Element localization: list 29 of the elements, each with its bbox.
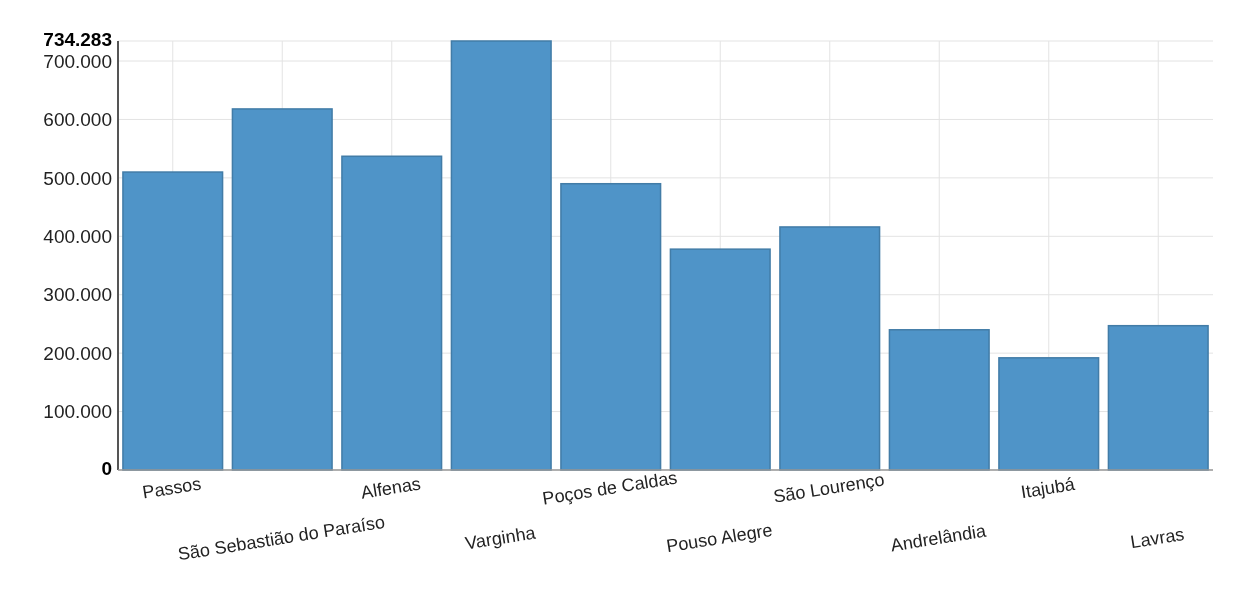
y-tick-label: 734.283 xyxy=(43,29,112,51)
bar xyxy=(669,248,771,471)
bar xyxy=(341,155,443,471)
x-tick-label: Lavras xyxy=(1129,523,1186,553)
y-tick-label: 100.000 xyxy=(43,401,112,423)
bar xyxy=(122,171,224,471)
bar xyxy=(560,182,662,471)
y-tick-label: 500.000 xyxy=(43,167,112,189)
x-tick-label: São Sebastião do Paraíso xyxy=(176,511,387,565)
x-tick-label: Passos xyxy=(141,473,203,503)
y-tick-label: 400.000 xyxy=(43,225,112,247)
bar xyxy=(231,108,333,471)
bar xyxy=(450,40,552,471)
bar xyxy=(998,357,1100,471)
y-tick-label: 200.000 xyxy=(43,342,112,364)
y-tick-label: 700.000 xyxy=(43,50,112,72)
y-tick-label: 300.000 xyxy=(43,284,112,306)
y-tick-label: 600.000 xyxy=(43,109,112,131)
x-tick-label: Varginha xyxy=(463,522,538,554)
x-tick-label: São Lourenço xyxy=(771,469,886,507)
bar xyxy=(1107,324,1209,471)
x-tick-label: Itajubá xyxy=(1019,473,1078,503)
x-tick-label: Poços de Caldas xyxy=(541,467,679,509)
bar xyxy=(779,226,881,471)
x-tick-label: Pouso Alegre xyxy=(664,519,774,557)
bar xyxy=(888,329,990,471)
y-tick-label: 0 xyxy=(101,458,112,480)
x-tick-label: Andrelândia xyxy=(889,520,989,556)
x-tick-label: Alfenas xyxy=(359,473,423,503)
